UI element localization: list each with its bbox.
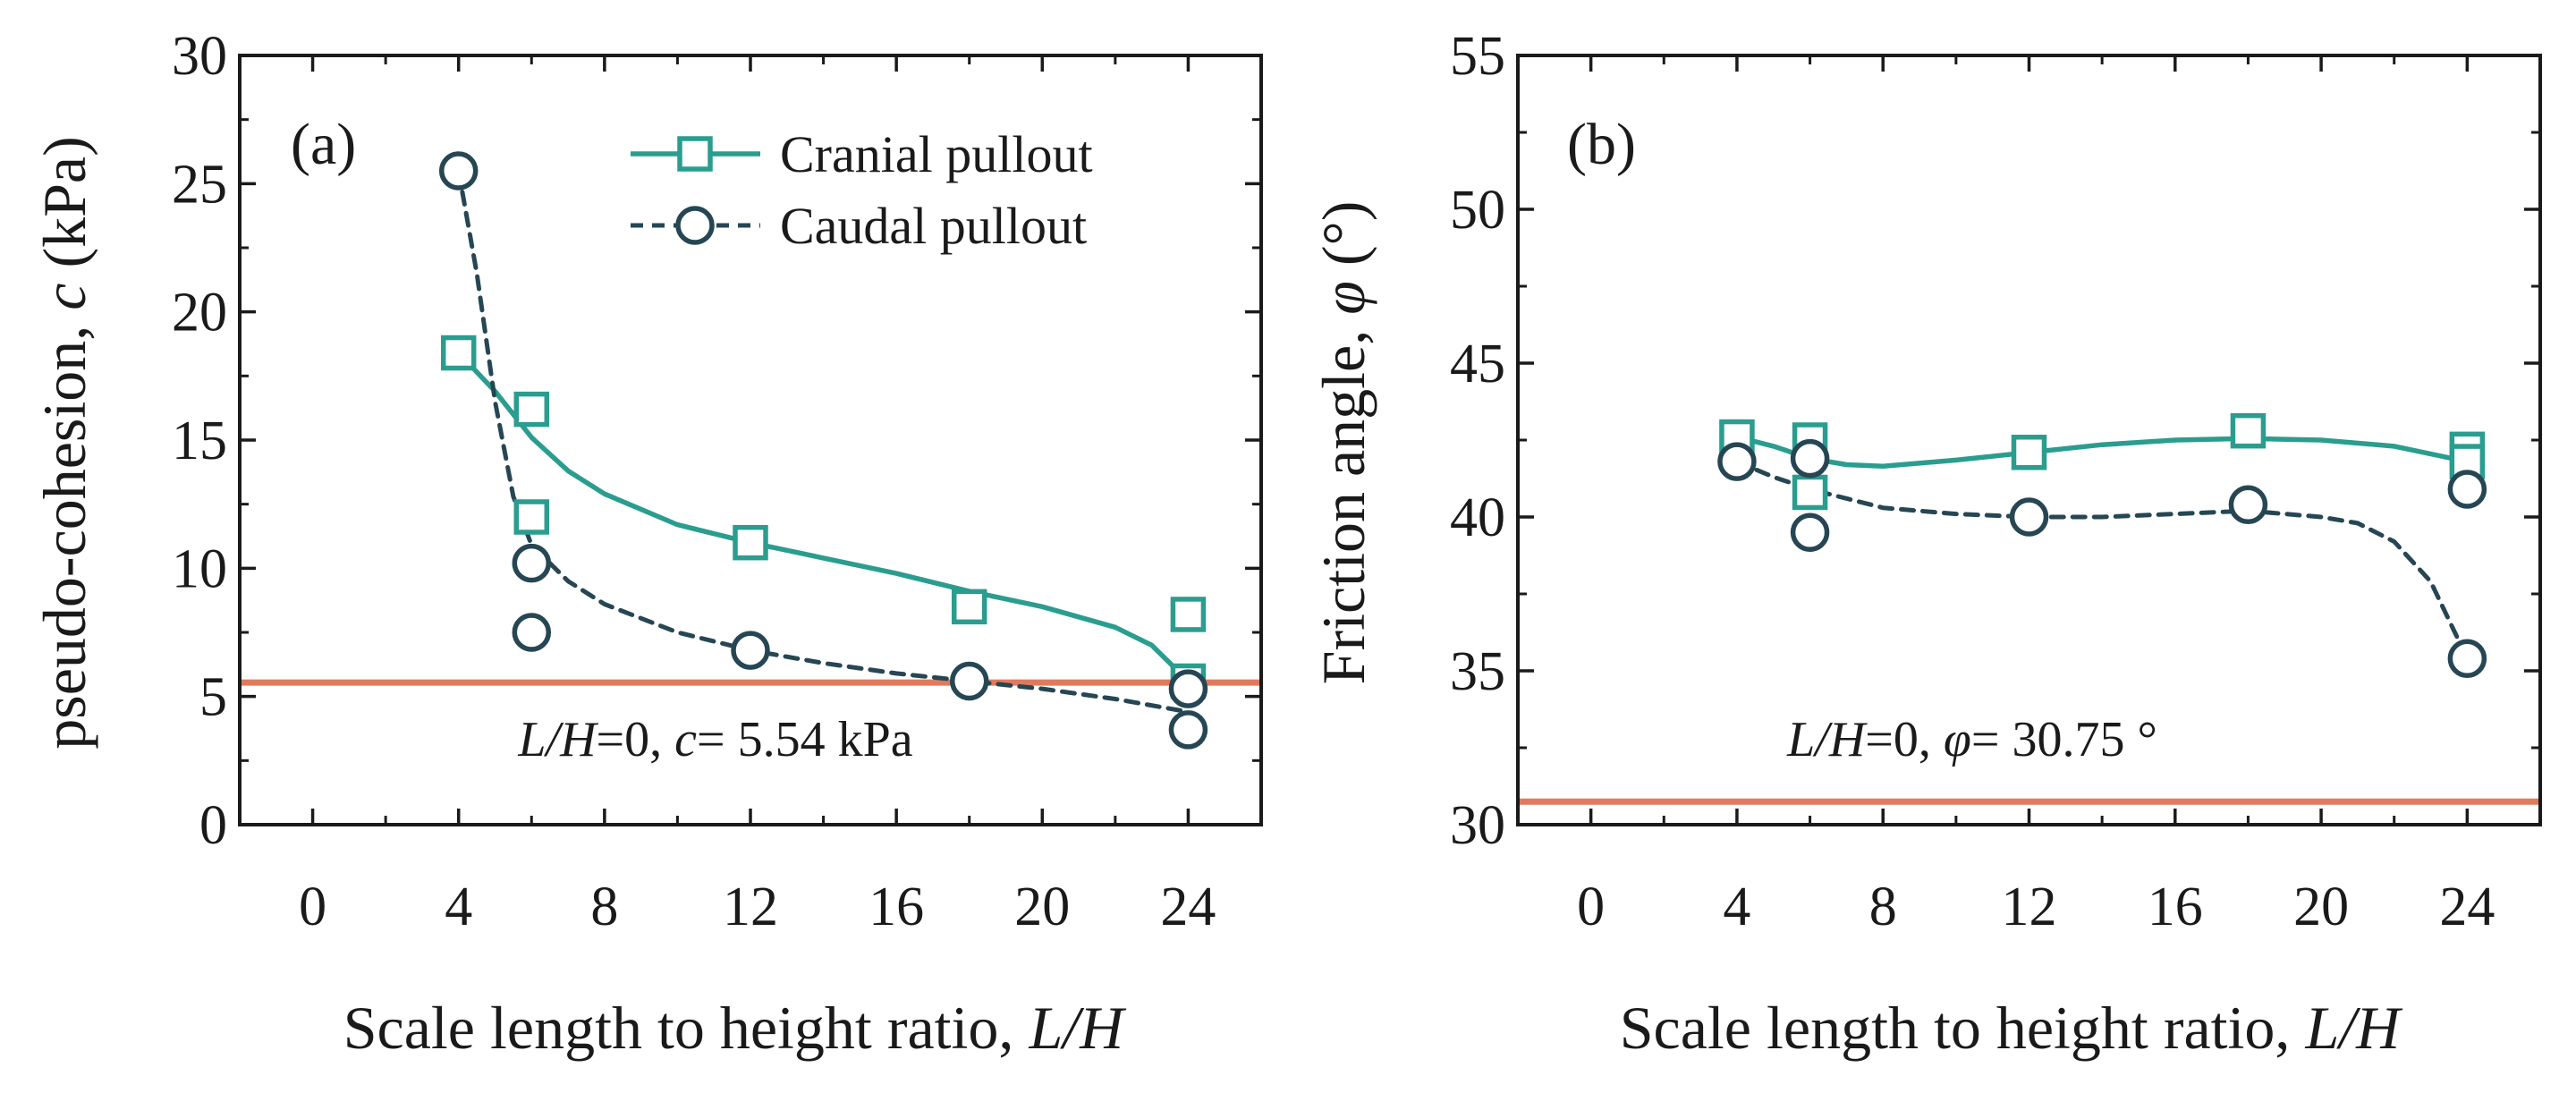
panel-b-ann-var: L/H xyxy=(1786,712,1868,767)
panel-b-y-tick-label: 50 xyxy=(1450,180,1505,241)
panel-b-x-title-text: Scale length to height ratio, xyxy=(1620,994,2306,1062)
panel-a-y-tick-label: 5 xyxy=(199,667,227,728)
panel-b-caudal-curve xyxy=(1734,459,2470,661)
panel-a-y-title-var: c xyxy=(30,284,98,310)
panel-a-y-title-unit: (kPa) xyxy=(30,136,98,283)
panel-a-x-tick-label: 20 xyxy=(1014,877,1070,937)
panel-a-caudal-circle-marker xyxy=(512,613,552,652)
legend-caudal-label: Caudal pullout xyxy=(780,197,1087,255)
panel-a-caudal-circle-marker xyxy=(438,151,479,191)
panel-a-chart: 0 4 8 12 16 20 24 0 5 10 15 20 25 30 (a) pseudo-cohes… xyxy=(30,26,1263,1062)
panel-b-label: (b) xyxy=(1567,112,1636,177)
panel-b-cranial-square-marker xyxy=(2230,412,2267,449)
panel-a-x-title-var: L/H xyxy=(1028,994,1127,1062)
panel-b-caudal-circle-marker xyxy=(2228,485,2268,524)
panel-a-caudal-curve xyxy=(456,168,1191,715)
panel-a-frame-layer: 0 4 8 12 16 20 24 0 5 10 15 20 25 30 xyxy=(172,26,1263,937)
panel-b-y-title-text: Friction angle, xyxy=(1309,315,1377,685)
panel-b-y-title-var: φ xyxy=(1309,281,1377,315)
panel-b-markers-layer xyxy=(1717,412,2487,678)
panel-a-x-title-text: Scale length to height ratio, xyxy=(343,994,1030,1062)
panel-a-y-title-text: pseudo-cohesion, xyxy=(30,310,98,750)
panel-b-caudal-circle-marker xyxy=(1790,438,1830,479)
panel-b-reference-annotation: L/H=0, φ= 30.75 ° xyxy=(1786,712,2157,767)
panel-b-curves-layer xyxy=(1734,434,2470,661)
panel-b-x-tick-label: 8 xyxy=(1869,877,1897,937)
panel-a-caudal-circle-marker xyxy=(1168,669,1208,708)
panel-b-caudal-circle-marker xyxy=(1717,442,1757,481)
panel-a-ann-var: L/H xyxy=(517,712,598,767)
legend-cranial-label: Cranial pullout xyxy=(780,125,1093,183)
panel-b-x-tick-label: 16 xyxy=(2148,877,2203,937)
panel-b-cranial-square-marker xyxy=(1792,474,1828,511)
panel-a-cranial-square-marker xyxy=(513,499,550,535)
panel-b-x-tick-label: 20 xyxy=(2293,877,2349,937)
panel-a-x-tick-label: 24 xyxy=(1160,877,1216,937)
panel-a-ann-sym: c xyxy=(674,712,697,767)
panel-b-x-axis-title: Scale length to height ratio, L/H xyxy=(1620,994,2403,1062)
legend-cranial-square-marker xyxy=(677,136,713,172)
panel-a-x-tick-label: 8 xyxy=(590,877,618,937)
panel-b-x-title-var: L/H xyxy=(2304,994,2403,1062)
panel-a-y-axis-title: pseudo-cohesion, c (kPa) xyxy=(30,136,98,750)
panel-a-y-tick-label: 20 xyxy=(172,283,227,343)
panel-b-y-tick-label: 55 xyxy=(1450,26,1505,87)
panel-a-cranial-square-marker xyxy=(440,335,477,371)
panel-b-caudal-circle-marker xyxy=(1790,513,1830,552)
panel-b-ann-eq: =0, xyxy=(1865,712,1944,767)
panel-a-y-tick-label: 25 xyxy=(172,154,227,215)
panel-a-cranial-square-marker xyxy=(951,589,987,625)
panel-a-cranial-square-marker xyxy=(1170,597,1207,632)
panel-b-cranial-square-marker xyxy=(2011,435,2047,470)
panel-b-ann-value: = 30.75 ° xyxy=(1971,712,2157,767)
panel-a-cranial-square-marker xyxy=(733,524,768,561)
panel-a-label: (a) xyxy=(291,112,356,177)
panel-a-caudal-circle-marker xyxy=(512,543,552,583)
panel-a-x-axis-title: Scale length to height ratio, L/H xyxy=(343,994,1127,1062)
panel-a-y-tick-label: 15 xyxy=(172,411,227,471)
panel-a-x-tick-label: 12 xyxy=(723,877,778,937)
panel-b-x-tick-label: 4 xyxy=(1723,877,1750,937)
panel-b-cranial-curve xyxy=(1734,434,2470,469)
panel-b-y-tick-label: 30 xyxy=(1450,795,1505,856)
panel-a-markers-layer xyxy=(438,151,1208,750)
panel-b-frame-layer: 0 4 8 12 16 20 24 30 35 40 45 50 55 xyxy=(1450,26,2542,937)
panel-a-caudal-circle-marker xyxy=(949,661,989,701)
panel-a-x-tick-label: 0 xyxy=(299,877,326,937)
panel-a-reference-annotation: L/H=0, c= 5.54 kPa xyxy=(517,712,912,767)
panel-b-x-tick-label: 12 xyxy=(2002,877,2057,937)
panel-a-cranial-square-marker xyxy=(513,391,550,428)
panel-a-y-tick-label: 0 xyxy=(199,795,227,856)
panel-b-chart: 0 4 8 12 16 20 24 30 35 40 45 50 55 (b) Friction ang… xyxy=(1309,26,2542,1062)
panel-a-plot-frame xyxy=(238,54,1263,826)
panel-a-y-tick-label: 30 xyxy=(172,26,227,87)
panel-b-y-tick-label: 40 xyxy=(1450,487,1505,548)
panel-a-cranial-curve xyxy=(455,350,1191,684)
panel-a-curves-layer xyxy=(455,168,1191,715)
panel-b-y-tick-label: 45 xyxy=(1450,334,1505,394)
panel-a-y-tick-label: 10 xyxy=(172,538,227,599)
legend-caudal-circle-marker xyxy=(675,206,715,245)
panel-b-y-axis-title: Friction angle, φ (°) xyxy=(1309,201,1377,685)
panel-a-caudal-circle-marker xyxy=(731,631,770,670)
panel-b-x-tick-label: 24 xyxy=(2439,877,2495,937)
panel-b-y-tick-label: 35 xyxy=(1450,641,1505,702)
panel-b-y-title-unit: (°) xyxy=(1309,201,1377,281)
panel-a-x-tick-label: 4 xyxy=(445,877,472,937)
panel-a-caudal-circle-marker xyxy=(1168,710,1208,750)
panel-a-x-tick-label: 16 xyxy=(869,877,924,937)
panel-a-ann-value: = 5.54 kPa xyxy=(697,712,913,767)
panel-b-caudal-circle-marker xyxy=(2447,470,2487,509)
panel-a-ann-eq: =0, xyxy=(597,712,675,767)
panel-a-legend: Cranial pullout Caudal pullout xyxy=(631,125,1093,255)
panel-b-caudal-circle-marker xyxy=(2009,497,2049,537)
panel-b-ann-sym: φ xyxy=(1944,712,1971,767)
panel-b-caudal-circle-marker xyxy=(2447,639,2487,678)
panel-b-x-tick-label: 0 xyxy=(1577,877,1605,937)
